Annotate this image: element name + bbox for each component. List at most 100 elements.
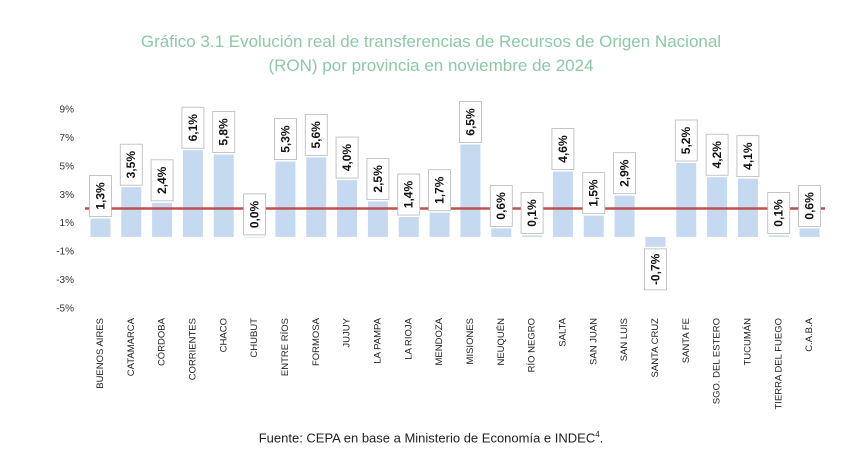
data-label-box [119,143,143,186]
x-category-label: NEUQUÉN [496,318,507,366]
data-label: -0,7% [648,253,662,285]
data-label-box [551,128,575,170]
data-label: 4,1% [741,142,755,170]
x-category-label: MENDOZA [434,317,445,365]
x-category-label: FORMOSA [311,317,322,366]
x-category-label: CORRIENTES [187,318,198,380]
x-category-label: CHUBUT [249,318,260,358]
bar [90,218,111,237]
data-label: 5,2% [679,127,693,155]
x-category-label: SANTA FE [681,318,692,363]
y-tick-label: 5% [60,161,75,172]
x-category-label: CATAMARCA [126,317,137,376]
data-label-box [428,169,451,212]
bar [676,163,697,237]
data-label-box [705,133,729,176]
data-label: 6,5% [463,108,477,136]
data-label: 2,4% [155,166,169,194]
bar [768,235,789,237]
chart-title-line-2: (RON) por provincia en noviembre de 2024 [268,56,594,75]
y-tick-label: 9% [60,105,75,116]
data-label-box [150,159,174,202]
bar [491,228,512,237]
data-label-box [674,119,698,162]
x-category-label: CÓRDOBA [157,317,168,366]
source-footnote-marker: 4 [595,430,600,439]
bar [244,236,265,238]
data-label-box [89,175,112,217]
data-label-box [613,152,636,195]
data-label-box [582,172,606,215]
chart-title-line-1: Gráfico 3.1 Evolución real de transferen… [140,32,722,51]
data-label: 5,3% [278,125,292,153]
bar [398,217,419,237]
x-category-label: JUJUY [342,317,353,347]
data-label-box [489,184,513,227]
data-label: 1,3% [93,182,107,210]
bar [275,161,296,237]
x-category-label: LA RIOJA [403,317,414,359]
data-label: 0,1% [772,199,786,227]
x-category-label: MISIONES [465,318,476,364]
data-label-box [366,157,390,200]
chart-source: Fuente: CEPA en base a Ministerio de Eco… [258,430,604,446]
x-category-label: RÍO NEGRO [527,318,538,372]
x-category-label: SGO. DEL ESTERO [712,318,723,404]
data-label-box [644,248,667,291]
data-label: 0,0% [248,200,262,228]
data-label-box [243,193,266,236]
y-tick-label: 3% [60,190,75,201]
data-label: 4,2% [710,141,724,169]
x-category-label: TUCUMÁN [742,318,753,366]
bar [306,157,327,237]
data-label: 1,4% [402,181,416,209]
data-label: 1,5% [587,179,601,207]
bar [614,195,635,237]
bar [152,202,173,237]
bar [121,187,142,237]
bar [707,177,728,237]
data-label-box [304,113,328,156]
x-category-label: SAN JUAN [588,318,599,365]
x-category-label: TIERRA DEL FUEGO [773,318,784,410]
bar [213,154,234,237]
y-tick-label: 7% [60,133,75,144]
data-label: 4,0% [340,144,354,172]
bar [522,235,543,237]
x-category-label: SAN LUIS [619,318,630,361]
y-tick-label: 1% [60,218,75,229]
data-label: 5,6% [309,121,323,149]
source-text: Fuente: CEPA en base a Ministerio de Eco… [258,430,596,446]
data-label-box [459,101,482,143]
bar [367,201,388,237]
y-tick-label: -1% [56,247,74,258]
y-tick-label: -3% [56,275,74,286]
data-label-box [798,184,821,227]
x-category-label: SANTA CRUZ [650,318,661,378]
data-label: 0,6% [803,192,817,220]
data-label: 0,1% [525,199,539,227]
data-label-box [274,118,297,160]
data-label-box [767,192,791,234]
x-category-label: BUENOS AIRES [95,318,106,389]
x-category-label: SALTA [557,317,568,346]
data-label: 4,6% [556,135,570,163]
data-label: 5,8% [217,118,231,146]
bar-chart: 9% 7% 5% 3% 1% -1% -3% -5% 1,3% 3,5% 2,4% 6,1% 5,8% 0… [56,101,825,410]
data-label: 1,7% [433,176,447,204]
data-label: 3,5% [124,151,138,179]
data-label-box [736,135,760,178]
data-label-box [212,111,236,153]
x-category-label: CHACO [218,318,229,352]
bar [645,236,666,247]
bar [460,144,481,237]
x-category-label: C.A.B.A [804,317,815,351]
x-category-label: LA PAMPA [372,317,383,363]
data-label: 2,5% [371,165,385,193]
data-label: 0,6% [494,192,508,220]
data-label-box [181,106,205,149]
x-category-label: ENTRE RÍOS [280,318,291,376]
bar [583,215,604,237]
data-label: 2,9% [618,159,632,187]
y-tick-label: -5% [56,304,74,315]
